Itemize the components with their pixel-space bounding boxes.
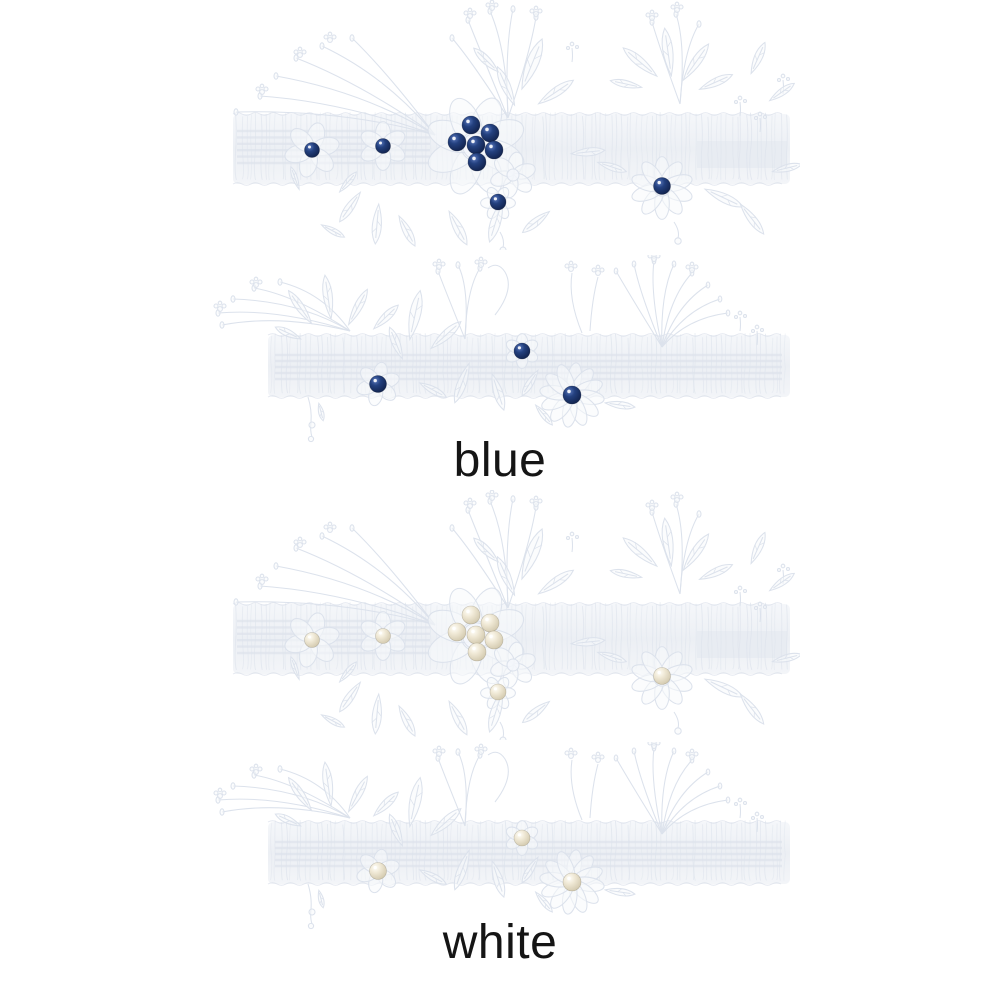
variant-label-white: white <box>442 916 558 969</box>
garter-small-white <box>200 737 800 932</box>
garter-large-white <box>200 489 803 744</box>
garter-small-blue <box>200 250 800 445</box>
variant-label-blue: blue <box>453 434 547 487</box>
garter-large-blue <box>200 0 803 254</box>
